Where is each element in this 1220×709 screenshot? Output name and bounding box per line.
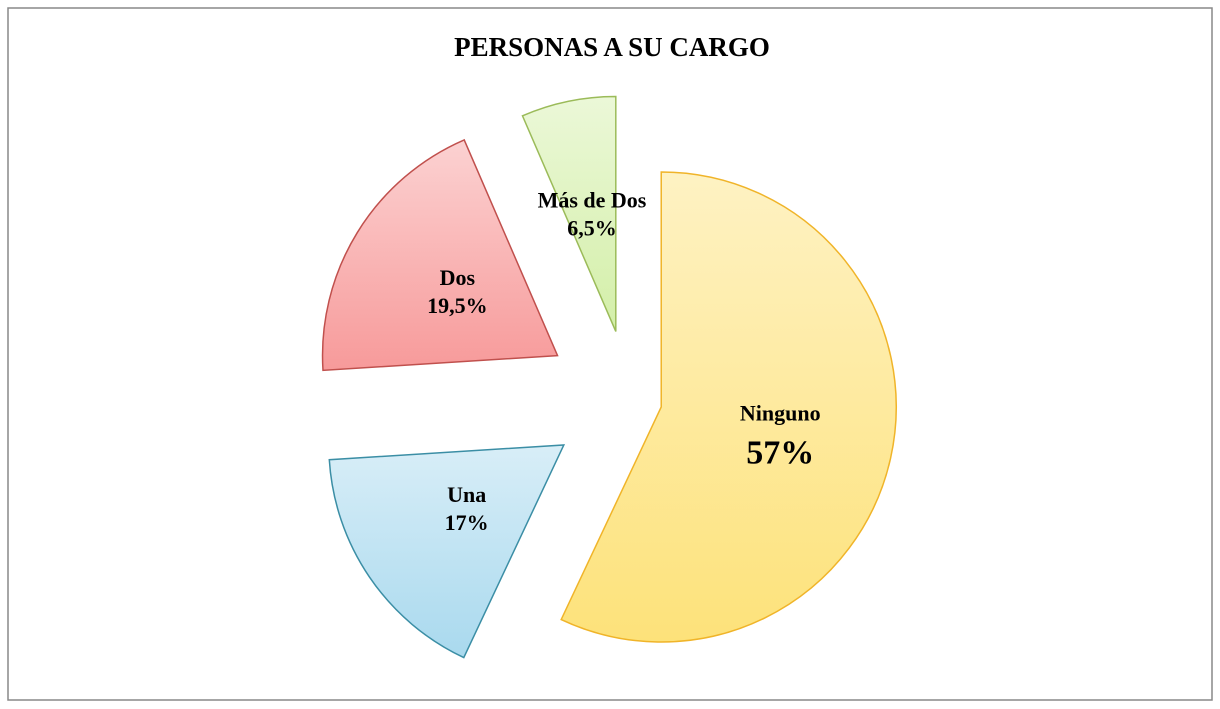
pie-slice: [560, 171, 897, 643]
slice-label: Más de Dos: [538, 187, 647, 212]
slice-label: Ninguno: [740, 401, 821, 426]
slice-label: Dos: [440, 265, 476, 290]
pie-slice: [328, 444, 566, 659]
pie-slice: [321, 138, 559, 372]
slice-value-label: 17%: [445, 510, 489, 535]
slice-value-label: 57%: [746, 434, 814, 471]
pie-slice: [521, 95, 617, 332]
slice-value-label: 6,5%: [567, 215, 617, 240]
slice-value-label: 19,5%: [427, 293, 488, 318]
chart-title: PERSONAS A SU CARGO: [454, 32, 770, 62]
slice-label: Una: [447, 482, 486, 507]
